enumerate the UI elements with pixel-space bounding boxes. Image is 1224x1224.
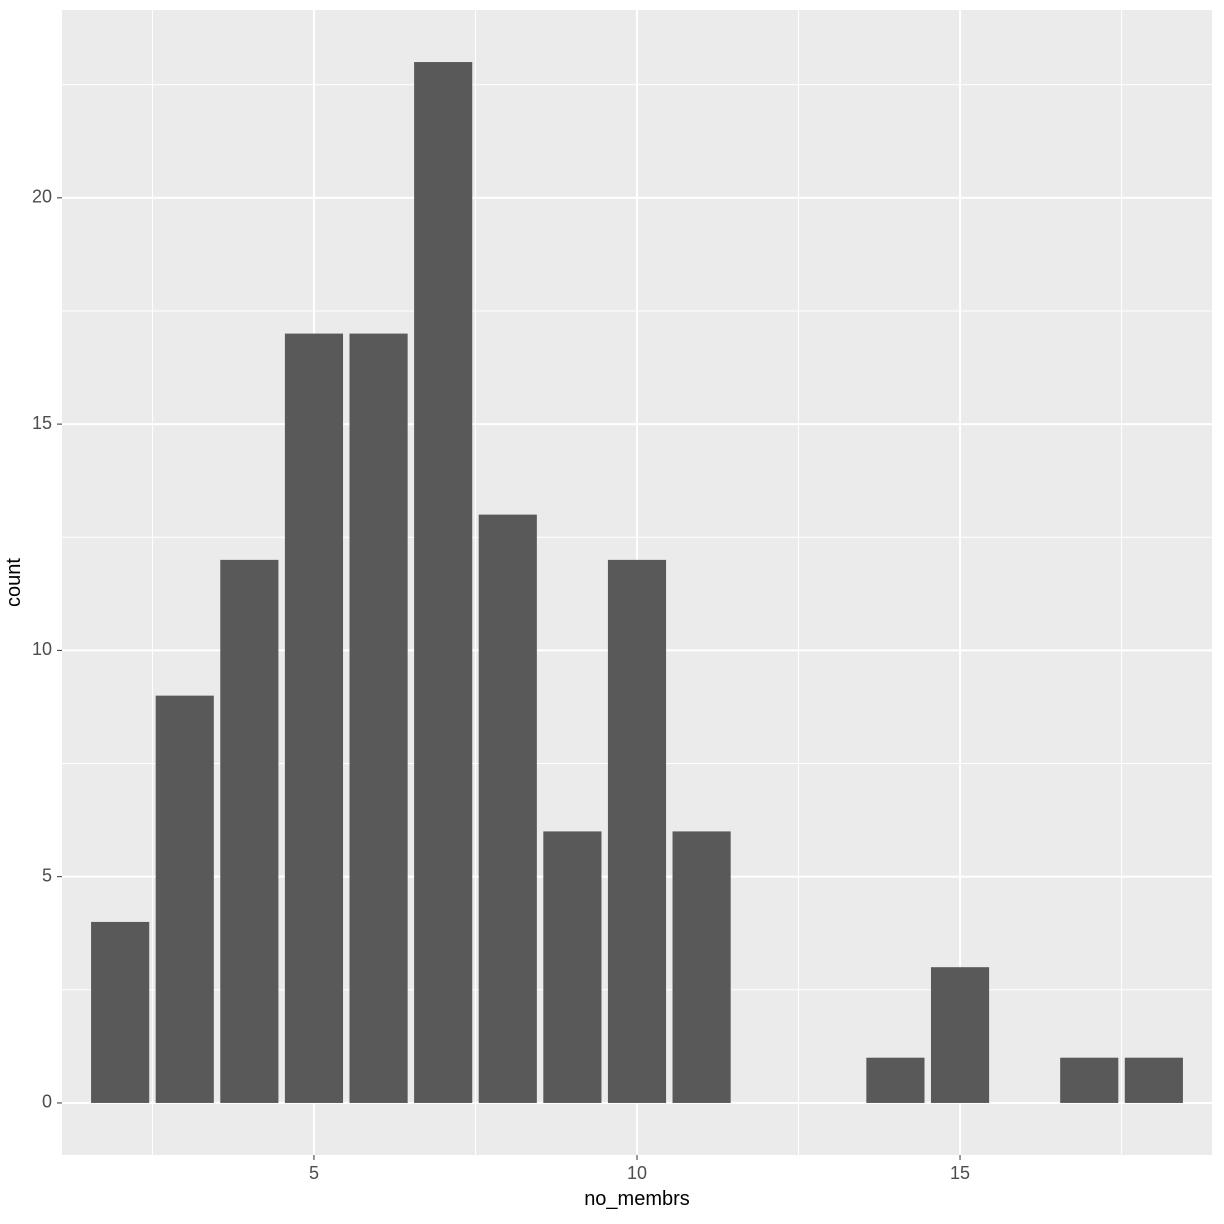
- histogram-bar: [220, 560, 278, 1103]
- histogram-bar: [543, 831, 601, 1103]
- y-tick-label: 0: [42, 1092, 52, 1112]
- histogram-bar: [673, 831, 731, 1103]
- histogram-bar: [866, 1058, 924, 1103]
- histogram-bar: [350, 334, 408, 1103]
- histogram-chart: 5 10 15 0 5 10 15 20 no_membrs count: [0, 0, 1224, 1224]
- x-tick-label: 5: [309, 1163, 319, 1183]
- y-tick-label: 5: [42, 865, 52, 885]
- histogram-bar: [91, 922, 149, 1103]
- histogram-bar: [285, 334, 343, 1103]
- y-tick-label: 10: [32, 639, 52, 659]
- y-axis-title: count: [3, 558, 25, 607]
- chart-svg: 5 10 15 0 5 10 15 20 no_membrs count: [0, 0, 1224, 1224]
- histogram-bar: [156, 696, 214, 1103]
- y-tick-label: 15: [32, 413, 52, 433]
- histogram-bar: [479, 515, 537, 1103]
- histogram-bar: [608, 560, 666, 1103]
- histogram-bar: [1060, 1058, 1118, 1103]
- histogram-bar: [1125, 1058, 1183, 1103]
- histogram-bar: [414, 62, 472, 1103]
- x-tick-label: 15: [950, 1163, 970, 1183]
- histogram-bar: [931, 967, 989, 1103]
- y-tick-label: 20: [32, 187, 52, 207]
- x-axis-title: no_membrs: [584, 1188, 690, 1210]
- x-tick-label: 10: [627, 1163, 647, 1183]
